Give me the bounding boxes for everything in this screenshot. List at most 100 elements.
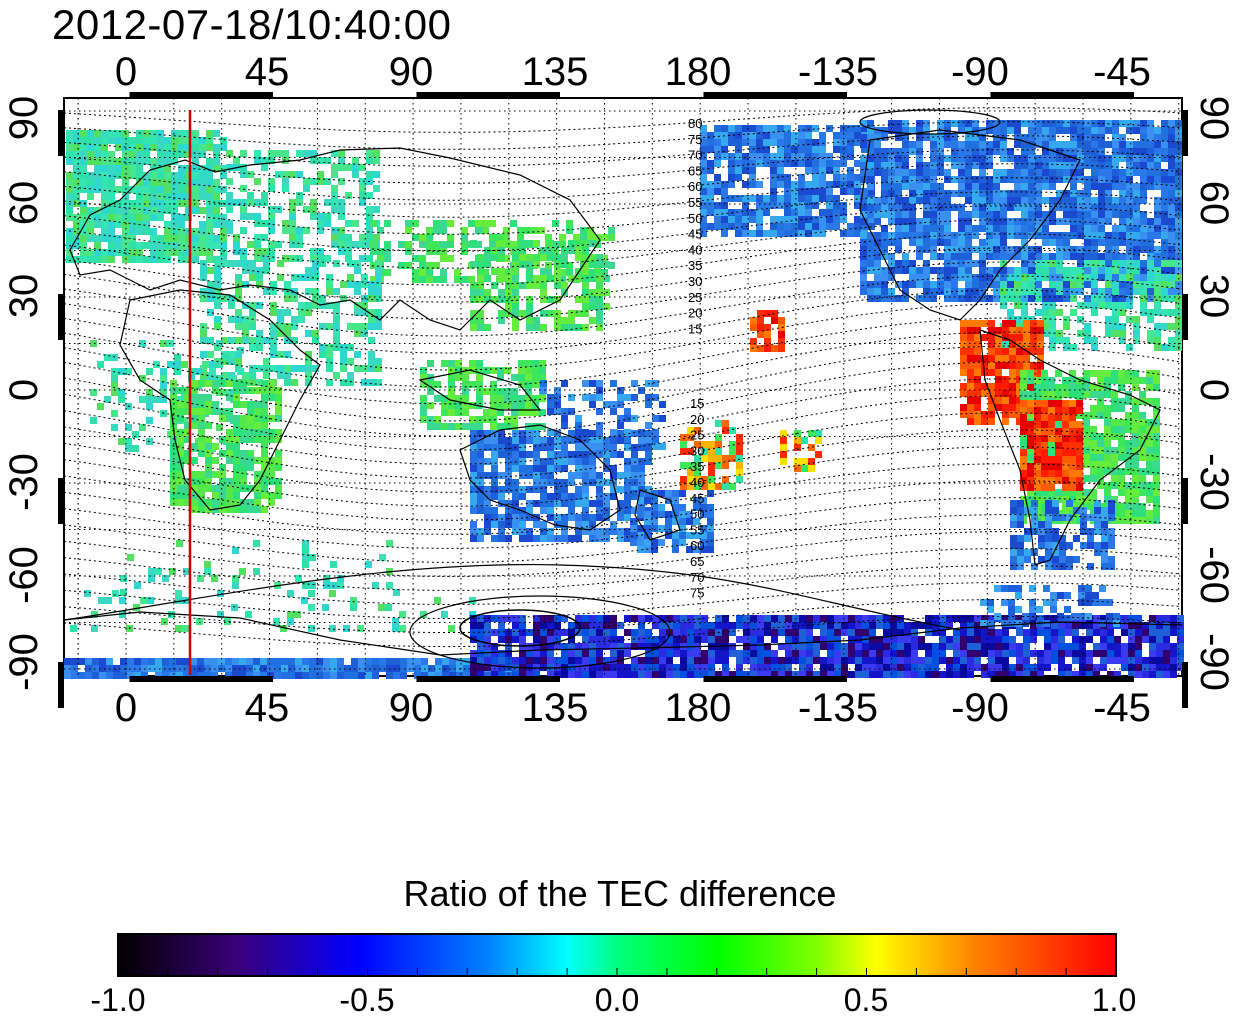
tec-cell xyxy=(1007,309,1014,316)
tec-cell xyxy=(742,202,749,209)
tec-cell xyxy=(217,611,224,618)
tec-cell xyxy=(631,458,638,465)
tec-cell xyxy=(108,165,115,172)
tec-cell xyxy=(66,130,73,137)
tec-cell xyxy=(617,535,624,542)
tec-cell xyxy=(354,281,361,288)
tec-cell xyxy=(902,281,909,288)
tec-cell xyxy=(770,167,777,174)
tec-cell xyxy=(1034,456,1041,463)
tec-cell xyxy=(338,199,345,206)
tec-cell xyxy=(645,401,652,408)
tec-cell xyxy=(596,394,603,401)
tec-cell xyxy=(902,162,909,169)
tec-cell xyxy=(801,465,808,472)
tec-cell xyxy=(519,622,526,629)
tec-cell xyxy=(205,499,212,506)
tec-cell xyxy=(981,615,988,622)
tec-cell xyxy=(1027,477,1034,484)
tec-cell xyxy=(895,239,902,246)
tec-cell xyxy=(108,228,115,235)
tec-cell xyxy=(1146,510,1153,517)
tec-cell xyxy=(798,230,805,237)
tec-cell xyxy=(729,622,736,629)
tec-cell xyxy=(277,316,284,323)
top-lon-tick: 0 xyxy=(114,50,138,94)
tec-cell xyxy=(441,423,448,430)
tec-cell xyxy=(582,514,589,521)
tec-cell xyxy=(874,155,881,162)
tec-cell xyxy=(1016,362,1023,369)
tec-cell xyxy=(134,672,141,679)
tec-cell xyxy=(1055,449,1062,456)
tec-cell xyxy=(122,193,129,200)
tec-cell xyxy=(338,206,345,213)
tec-cell xyxy=(192,249,199,256)
tec-cell xyxy=(1063,211,1070,218)
tec-cell xyxy=(672,532,679,539)
tec-cell xyxy=(379,665,386,672)
tec-cell xyxy=(974,348,981,355)
tec-cell xyxy=(540,254,547,261)
tec-cell xyxy=(988,397,995,404)
tec-cell xyxy=(115,207,122,214)
tec-cell xyxy=(1098,127,1105,134)
tec-cell xyxy=(568,458,575,465)
tec-cell xyxy=(242,281,249,288)
tec-cell xyxy=(979,218,986,225)
tec-cell xyxy=(533,317,540,324)
tec-cell xyxy=(652,429,659,436)
tec-cell xyxy=(1077,211,1084,218)
tec-cell xyxy=(547,451,554,458)
tec-cell xyxy=(596,622,603,629)
tec-cell xyxy=(1084,127,1091,134)
tec-cell xyxy=(1063,155,1070,162)
tec-cell xyxy=(965,197,972,204)
tec-cell xyxy=(340,281,347,288)
tec-cell xyxy=(812,125,819,132)
tec-cell xyxy=(785,629,792,636)
tec-cell xyxy=(340,344,347,351)
tec-cell xyxy=(714,223,721,230)
tec-cell xyxy=(205,401,212,408)
tec-cell xyxy=(136,151,143,158)
tec-cell xyxy=(219,492,226,499)
tec-cell xyxy=(1065,615,1072,622)
tec-cell xyxy=(812,174,819,181)
tec-cell xyxy=(104,396,111,403)
tec-cell xyxy=(930,218,937,225)
tec-cell xyxy=(484,289,491,296)
tec-cell xyxy=(368,316,375,323)
tec-cell xyxy=(405,248,412,255)
tec-cell xyxy=(559,234,566,241)
tec-cell xyxy=(986,176,993,183)
tec-cell xyxy=(448,381,455,388)
tec-cell xyxy=(909,190,916,197)
tec-cell xyxy=(1161,260,1168,267)
tec-cell xyxy=(1080,507,1087,514)
tec-cell xyxy=(624,528,631,535)
tec-cell xyxy=(1140,162,1147,169)
tec-cell xyxy=(1056,176,1063,183)
tec-cell xyxy=(470,430,477,437)
tec-cell xyxy=(833,174,840,181)
tec-cell xyxy=(108,242,115,249)
tec-cell xyxy=(923,274,930,281)
tec-cell xyxy=(860,162,867,169)
tec-cell xyxy=(476,416,483,423)
tec-cell xyxy=(192,144,199,151)
tec-cell xyxy=(1084,330,1091,337)
tec-cell xyxy=(993,288,1000,295)
tec-cell xyxy=(1028,218,1035,225)
tec-cell xyxy=(333,302,340,309)
tec-cell xyxy=(1035,183,1042,190)
tec-cell xyxy=(1125,489,1132,496)
tec-cell xyxy=(301,597,308,604)
tec-cell xyxy=(847,132,854,139)
tec-cell xyxy=(461,234,468,241)
tec-cell xyxy=(85,665,92,672)
tec-cell xyxy=(1091,274,1098,281)
tec-cell xyxy=(1056,204,1063,211)
tec-cell xyxy=(659,443,666,450)
tec-cell xyxy=(860,267,867,274)
